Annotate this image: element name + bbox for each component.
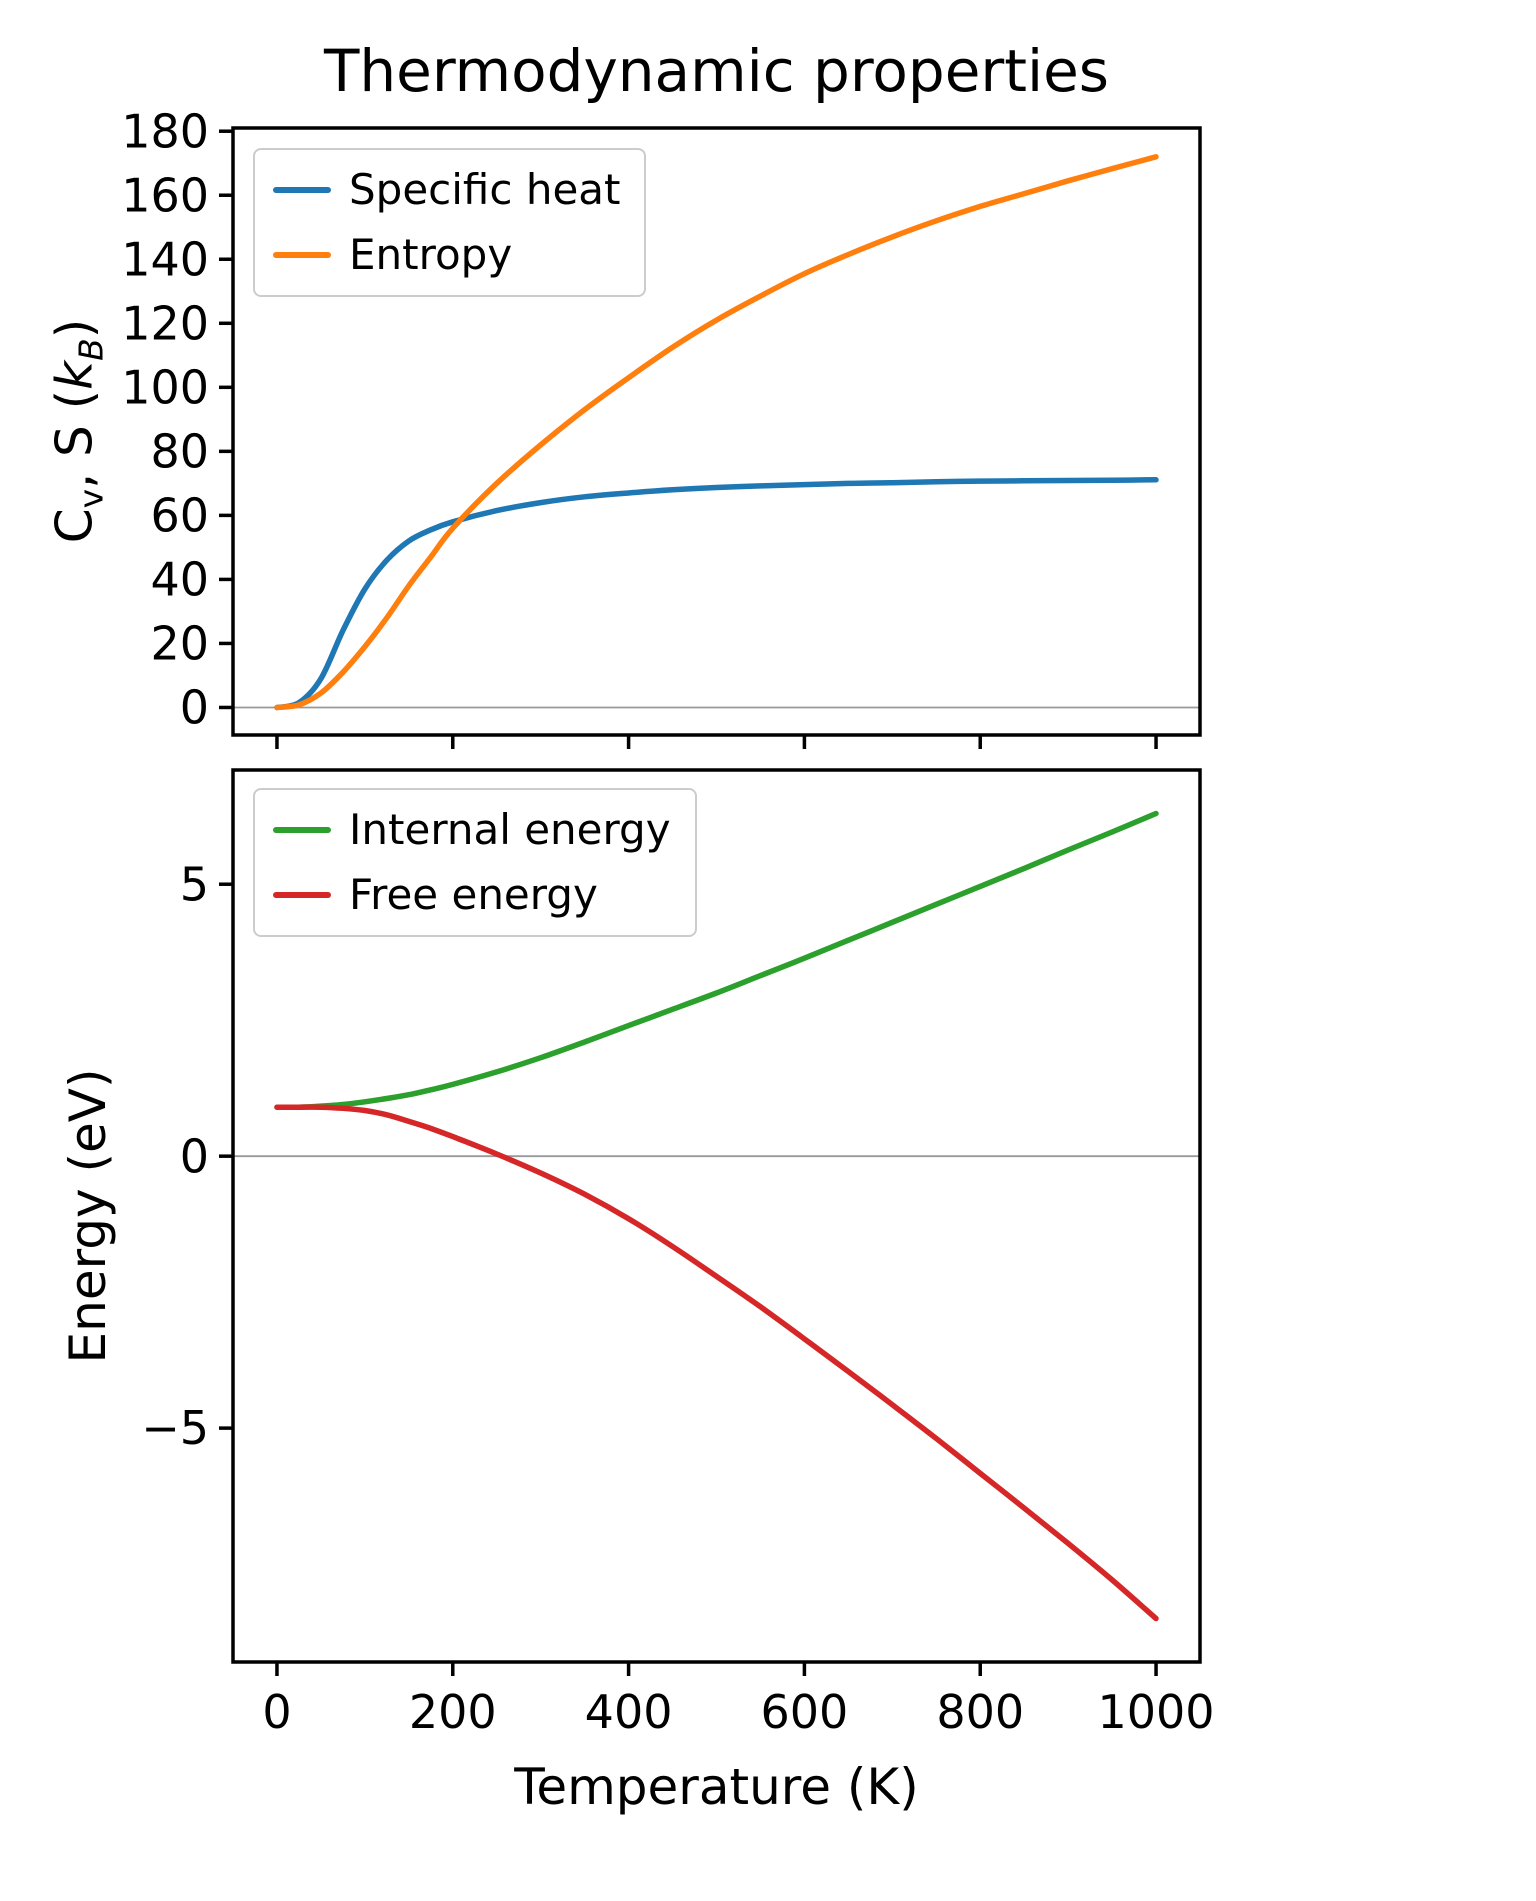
top-y-axis-label: Cv, S (kB) — [46, 319, 111, 544]
free-energy-line-swatch — [273, 891, 331, 898]
ylabel-text: , S ( — [45, 389, 104, 489]
legend-label-free-energy: Free energy — [349, 869, 598, 919]
ylabel-subscript: v — [71, 488, 111, 509]
specific-heat-line-swatch — [273, 187, 331, 194]
ylabel-close-paren: ) — [45, 318, 104, 339]
legend-label-specific-heat: Specific heat — [349, 165, 621, 214]
svg-text:0: 0 — [180, 1129, 209, 1183]
legend-item-internal-energy: Internal energy — [273, 804, 671, 857]
svg-text:80: 80 — [150, 424, 209, 478]
svg-text:−5: −5 — [141, 1401, 209, 1455]
top-legend: Specific heat Entropy — [253, 148, 647, 297]
svg-text:120: 120 — [121, 296, 209, 350]
svg-text:180: 180 — [121, 104, 209, 158]
entropy-line-swatch — [273, 251, 331, 258]
bottom-y-axis-label: Energy (eV) — [59, 1068, 117, 1364]
ylabel-kb-subscript: B — [71, 338, 111, 361]
svg-text:20: 20 — [150, 617, 209, 671]
svg-text:800: 800 — [936, 1685, 1024, 1739]
svg-text:600: 600 — [761, 1685, 849, 1739]
ylabel-kb-symbol: k — [45, 360, 104, 390]
ylabel-symbol: C — [45, 508, 104, 544]
bottom-legend: Internal energy Free energy — [253, 788, 697, 937]
legend-item-specific-heat: Specific heat — [273, 164, 620, 217]
chart-title: Thermodynamic properties — [323, 37, 1110, 105]
legend-item-entropy: Entropy — [273, 229, 620, 282]
svg-text:40: 40 — [150, 553, 209, 607]
svg-text:100: 100 — [121, 360, 209, 414]
svg-text:0: 0 — [262, 1685, 291, 1739]
svg-text:200: 200 — [409, 1685, 497, 1739]
svg-text:60: 60 — [150, 488, 209, 542]
legend-label-entropy: Entropy — [349, 229, 513, 279]
legend-label-internal-energy: Internal energy — [349, 805, 671, 854]
svg-text:400: 400 — [585, 1685, 673, 1739]
svg-text:140: 140 — [121, 232, 209, 286]
svg-text:1000: 1000 — [1098, 1685, 1215, 1739]
svg-text:0: 0 — [180, 681, 209, 735]
svg-text:160: 160 — [121, 168, 209, 222]
x-axis-label: Temperature (K) — [514, 1758, 919, 1816]
legend-item-free-energy: Free energy — [273, 869, 671, 922]
internal-energy-line-swatch — [273, 827, 331, 834]
svg-text:5: 5 — [180, 857, 209, 911]
